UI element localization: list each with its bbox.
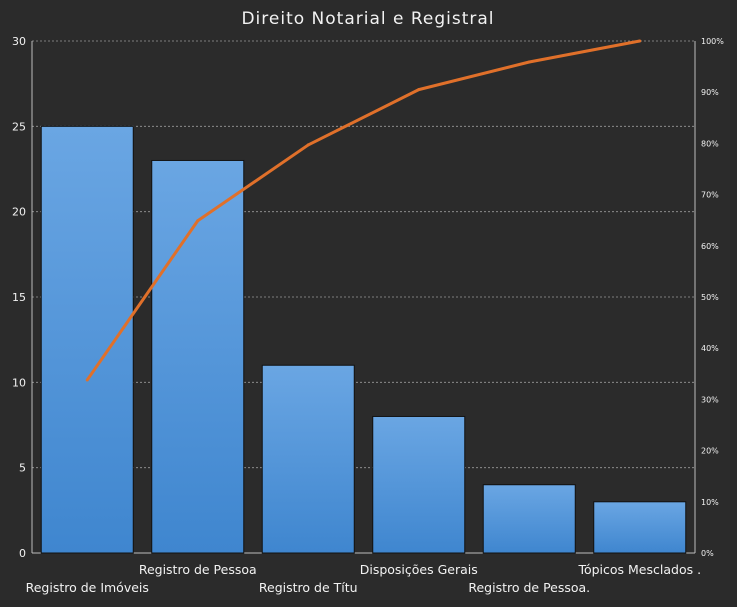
y2-tick-label: 0% [701,549,714,558]
y2-tick-label: 10% [701,498,719,507]
bar [482,484,576,554]
y2-tick-label: 50% [701,293,719,302]
y-tick-label: 0 [19,547,26,560]
x-tick-label: Registro de Imóveis [26,580,149,595]
y2-tick-label: 80% [701,139,719,148]
x-tick-label: Registro de Títu [259,580,358,595]
y2-tick-label: 60% [701,242,719,251]
cumulative-line-path [86,39,641,381]
y2-tick-label: 30% [701,395,719,404]
bars [40,125,687,554]
y-tick-label: 10 [12,376,26,389]
line-point [306,143,310,147]
line-point [638,39,642,43]
line-point [196,219,200,223]
y2-tick-label: 20% [701,447,719,456]
x-tick-label: Disposições Gerais [360,562,478,577]
line-point [85,378,89,382]
y-tick-label: 25 [12,120,26,133]
y-tick-label: 15 [12,291,26,304]
y2-tick-label: 70% [701,191,719,200]
bar [151,159,245,554]
bar [593,501,687,554]
bar [40,125,134,554]
y-tick-label: 30 [12,35,26,48]
line-point [527,60,531,64]
line-point [417,88,421,92]
y2-tick-label: 100% [701,37,724,46]
x-tick-label: Registro de Pessoa. [468,580,590,595]
x-tick-label: Tópicos Mesclados . [577,562,701,577]
bar [261,364,355,554]
chart-title: Direito Notarial e Registral [241,9,494,29]
x-tick-label: Registro de Pessoa [139,562,257,577]
y2-tick-label: 40% [701,344,719,353]
y-tick-label: 5 [19,462,26,475]
cumulative-line [85,39,642,382]
y-axis-primary: 0 5 10 15 20 25 30 [12,35,26,560]
y-axis-secondary: 0% 10% 20% 30% 40% 50% 60% 70% 80% 90% 100% [701,37,724,558]
gridlines [31,40,696,554]
y2-tick-label: 90% [701,88,719,97]
y-tick-label: 20 [12,206,26,219]
bar [372,415,466,554]
